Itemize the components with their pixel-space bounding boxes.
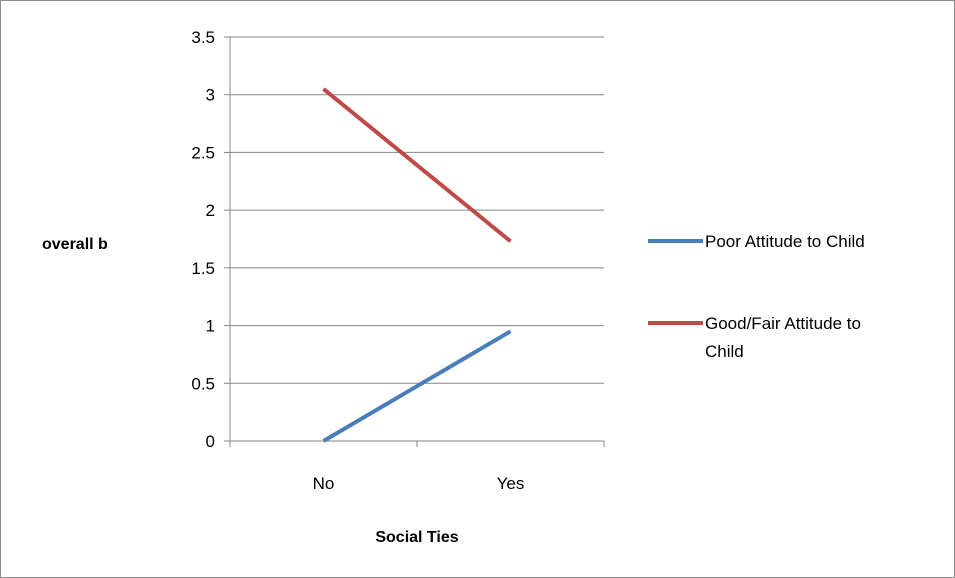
legend: Poor Attitude to Child Good/Fair Attitud… [648,232,866,361]
y-tick-label: 2 [206,201,215,220]
x-axis-title: Social Ties [375,529,458,546]
y-tick-label: 3 [206,86,215,105]
y-tick-label: 1.5 [191,259,215,278]
y-tick-label: 3.5 [191,28,215,47]
y-tick-label: 0.5 [191,374,215,393]
y-tick-label: 1 [206,317,215,336]
gridlines [224,36,604,442]
axes [229,37,604,442]
x-tick-labels: No Yes [229,441,605,493]
legend-label-poor-attitude: Poor Attitude to Child [705,232,865,251]
series-line-1 [322,87,512,243]
series-line-0 [322,329,512,443]
y-tick-label: 0 [206,432,215,451]
x-tick-label: Yes [497,474,525,493]
legend-label-good-fair-attitude: Good/Fair Attitude to Child [705,314,866,361]
y-axis-title: overall b [42,236,108,253]
y-tick-labels: 0 0.5 1 1.5 2 2.5 3 3.5 [191,28,215,451]
series-lines [322,87,512,443]
x-tick-label: No [313,474,335,493]
y-tick-label: 2.5 [191,143,215,162]
